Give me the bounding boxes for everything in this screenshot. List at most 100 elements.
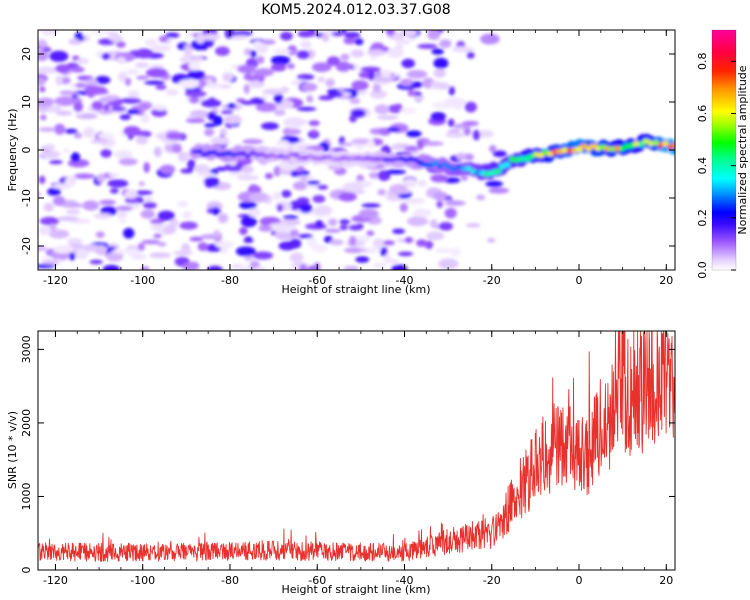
noise-blob [141,239,161,245]
noise-blob [417,43,438,49]
noise-blob [439,39,452,49]
ridge-core [628,142,636,149]
noise-blob [104,94,120,101]
noise-blob [38,175,46,184]
noise-blob [258,224,273,232]
ridge-core [408,156,414,162]
ridge-core [221,151,227,157]
noise-blob [235,246,256,257]
noise-blob [374,104,390,115]
y-tick-label: 2000 [20,409,33,437]
noise-blob [38,263,56,269]
noise-blob [205,78,214,84]
colorbar: 0.0 0.2 0.4 0.6 0.8 Normalized spectral ampl… [696,29,749,279]
noise-blob [472,129,481,141]
noise-blob [135,48,154,59]
noise-blob [250,50,257,58]
ridge-core [527,154,535,160]
noise-blob [137,243,145,251]
ridge-core [503,162,511,168]
ridge-core [430,160,440,166]
ridge-core [451,166,458,173]
noise-blob [203,176,220,188]
x-tick-label: -80 [221,574,239,587]
noise-blob [207,265,223,270]
noise-blob [232,30,253,37]
noise-blob [187,159,196,170]
noise-blob [411,81,423,88]
noise-blob [314,205,333,214]
noise-blob [389,184,408,195]
noise-blob [189,236,204,242]
ridge-core [446,164,453,170]
noise-blob [248,207,261,218]
noise-blob [187,70,206,80]
noise-blob [39,86,46,93]
noise-blob [466,51,475,59]
x-tick-label: -80 [221,274,239,287]
noise-blob [273,49,292,54]
noise-blob [149,219,165,224]
noise-blob [368,171,380,179]
noise-blob [399,202,408,213]
noise-blob [448,86,455,96]
colorbar-tick-label: 0.8 [696,53,709,71]
noise-blob [422,141,444,146]
ridge-core [671,142,675,148]
noise-blob [136,75,150,80]
noise-blob [39,216,60,226]
noise-blob [227,103,237,109]
noise-blob [417,139,424,150]
noise-blob [210,136,230,146]
noise-blob [385,169,406,175]
noise-blob [42,260,60,265]
noise-blob [77,57,90,65]
noise-blob [152,104,166,111]
noise-blob [315,220,324,228]
noise-blob [44,143,56,150]
noise-blob [222,73,234,82]
noise-blob [253,266,267,270]
noise-blob [402,178,417,188]
noise-blob [189,96,200,104]
noise-blob [43,202,54,212]
ridge-core [465,165,472,172]
y-tick-label: 1000 [20,482,33,510]
noise-blob [355,256,370,263]
noise-blob [59,90,75,96]
noise-blob [224,162,245,172]
noise-blob [98,108,114,115]
noise-blob [49,159,63,165]
noise-blob [436,82,451,90]
noise-blob [42,47,52,52]
ridge-core [661,141,669,147]
noise-blob [327,91,344,98]
ridge-core [215,151,223,158]
noise-blob [116,56,126,64]
x-tick-label: -120 [43,574,68,587]
noise-blob [66,238,83,245]
noise-blob [485,180,504,188]
noise-blob [102,264,120,270]
colorbar-frame [711,29,737,271]
x-tick-label: -40 [396,574,414,587]
y-tick-label: -20 [20,237,33,255]
noise-blob [215,240,234,249]
ridge-core [321,154,328,160]
noise-blob [289,49,298,55]
noise-blob [213,229,221,238]
noise-blob [256,56,265,64]
colorbar-tick-label: 0.0 [696,261,709,279]
snr-xlabel: Height of straight line (km) [281,583,430,596]
noise-blob [351,80,369,91]
ridge-core [326,154,333,160]
noise-blob [197,172,216,177]
ridge-core [589,143,598,149]
noise-blob [445,132,465,138]
ridge-core [566,148,573,154]
noise-blob [288,238,302,249]
noise-blob [339,142,354,147]
noise-blob [177,201,189,208]
noise-blob [340,53,350,61]
noise-blob [77,36,85,41]
